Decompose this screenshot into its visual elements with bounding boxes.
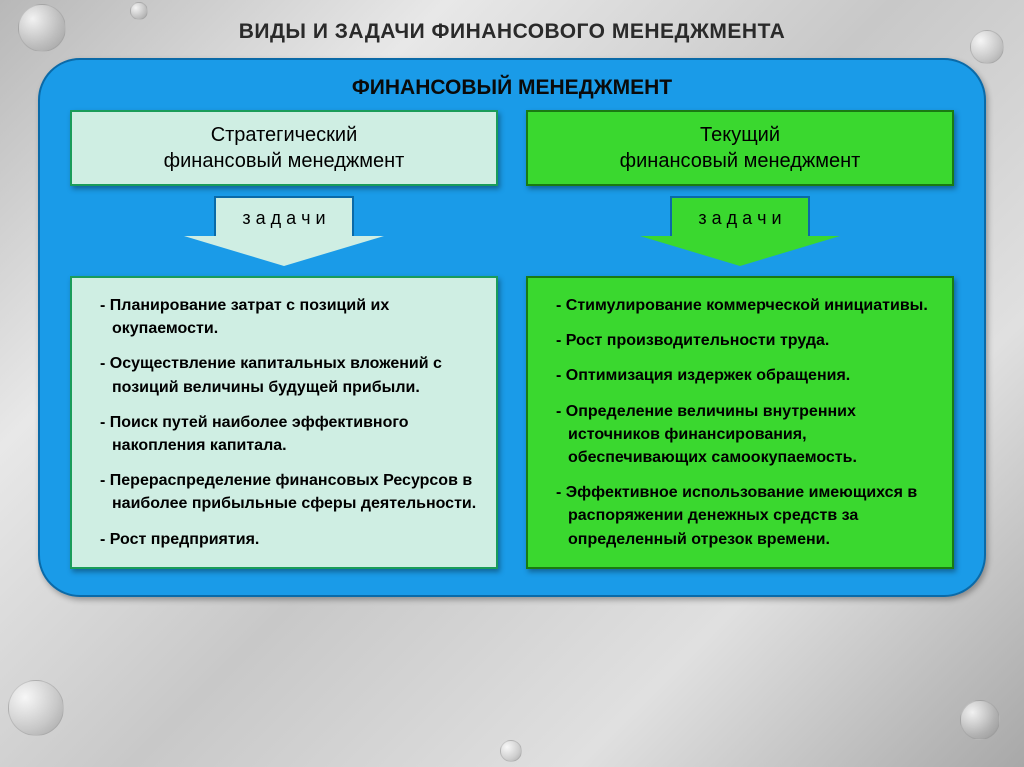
- task-item: - Рост предприятия.: [88, 528, 480, 551]
- left-arrow: з а д а ч и: [184, 196, 384, 270]
- task-item: - Эффективное использование имеющихся в …: [544, 481, 936, 551]
- type-line1: Стратегический: [80, 122, 488, 148]
- decorative-bubble: [500, 740, 522, 762]
- task-item: - Перераспределение финансовых Ресурсов …: [88, 469, 480, 515]
- type-line1: Текущий: [536, 122, 944, 148]
- right-arrow: з а д а ч и: [640, 196, 840, 270]
- strategic-type-box: Стратегический финансовый менеджмент: [70, 110, 498, 186]
- panel-title: ФИНАНСОВЫЙ МЕНЕДЖМЕНТ: [70, 76, 954, 100]
- slide-title: ВИДЫ И ЗАДАЧИ ФИНАНСОВОГО МЕНЕДЖМЕНТА: [0, 0, 1024, 58]
- task-item: - Определение величины внутренних источн…: [544, 400, 936, 470]
- type-line2: финансовый менеджмент: [80, 148, 488, 174]
- columns: Стратегический финансовый менеджмент з а…: [70, 110, 954, 569]
- decorative-bubble: [960, 700, 1000, 740]
- current-type-box: Текущий финансовый менеджмент: [526, 110, 954, 186]
- right-column: Текущий финансовый менеджмент з а д а ч …: [526, 110, 954, 569]
- type-line2: финансовый менеджмент: [536, 148, 944, 174]
- current-tasks-box: - Стимулирование коммерческой инициативы…: [526, 276, 954, 569]
- decorative-bubble: [8, 680, 64, 736]
- task-item: - Поиск путей наиболее эффективного нако…: [88, 411, 480, 457]
- left-column: Стратегический финансовый менеджмент з а…: [70, 110, 498, 569]
- task-item: - Планирование затрат с позиций их окупа…: [88, 294, 480, 340]
- strategic-tasks-box: - Планирование затрат с позиций их окупа…: [70, 276, 498, 569]
- task-item: - Оптимизация издержек обращения.: [544, 364, 936, 387]
- task-item: - Стимулирование коммерческой инициативы…: [544, 294, 936, 317]
- task-item: - Рост производительности труда.: [544, 329, 936, 352]
- main-panel: ФИНАНСОВЫЙ МЕНЕДЖМЕНТ Стратегический фин…: [38, 58, 986, 597]
- task-item: - Осуществление капитальных вложений с п…: [88, 352, 480, 398]
